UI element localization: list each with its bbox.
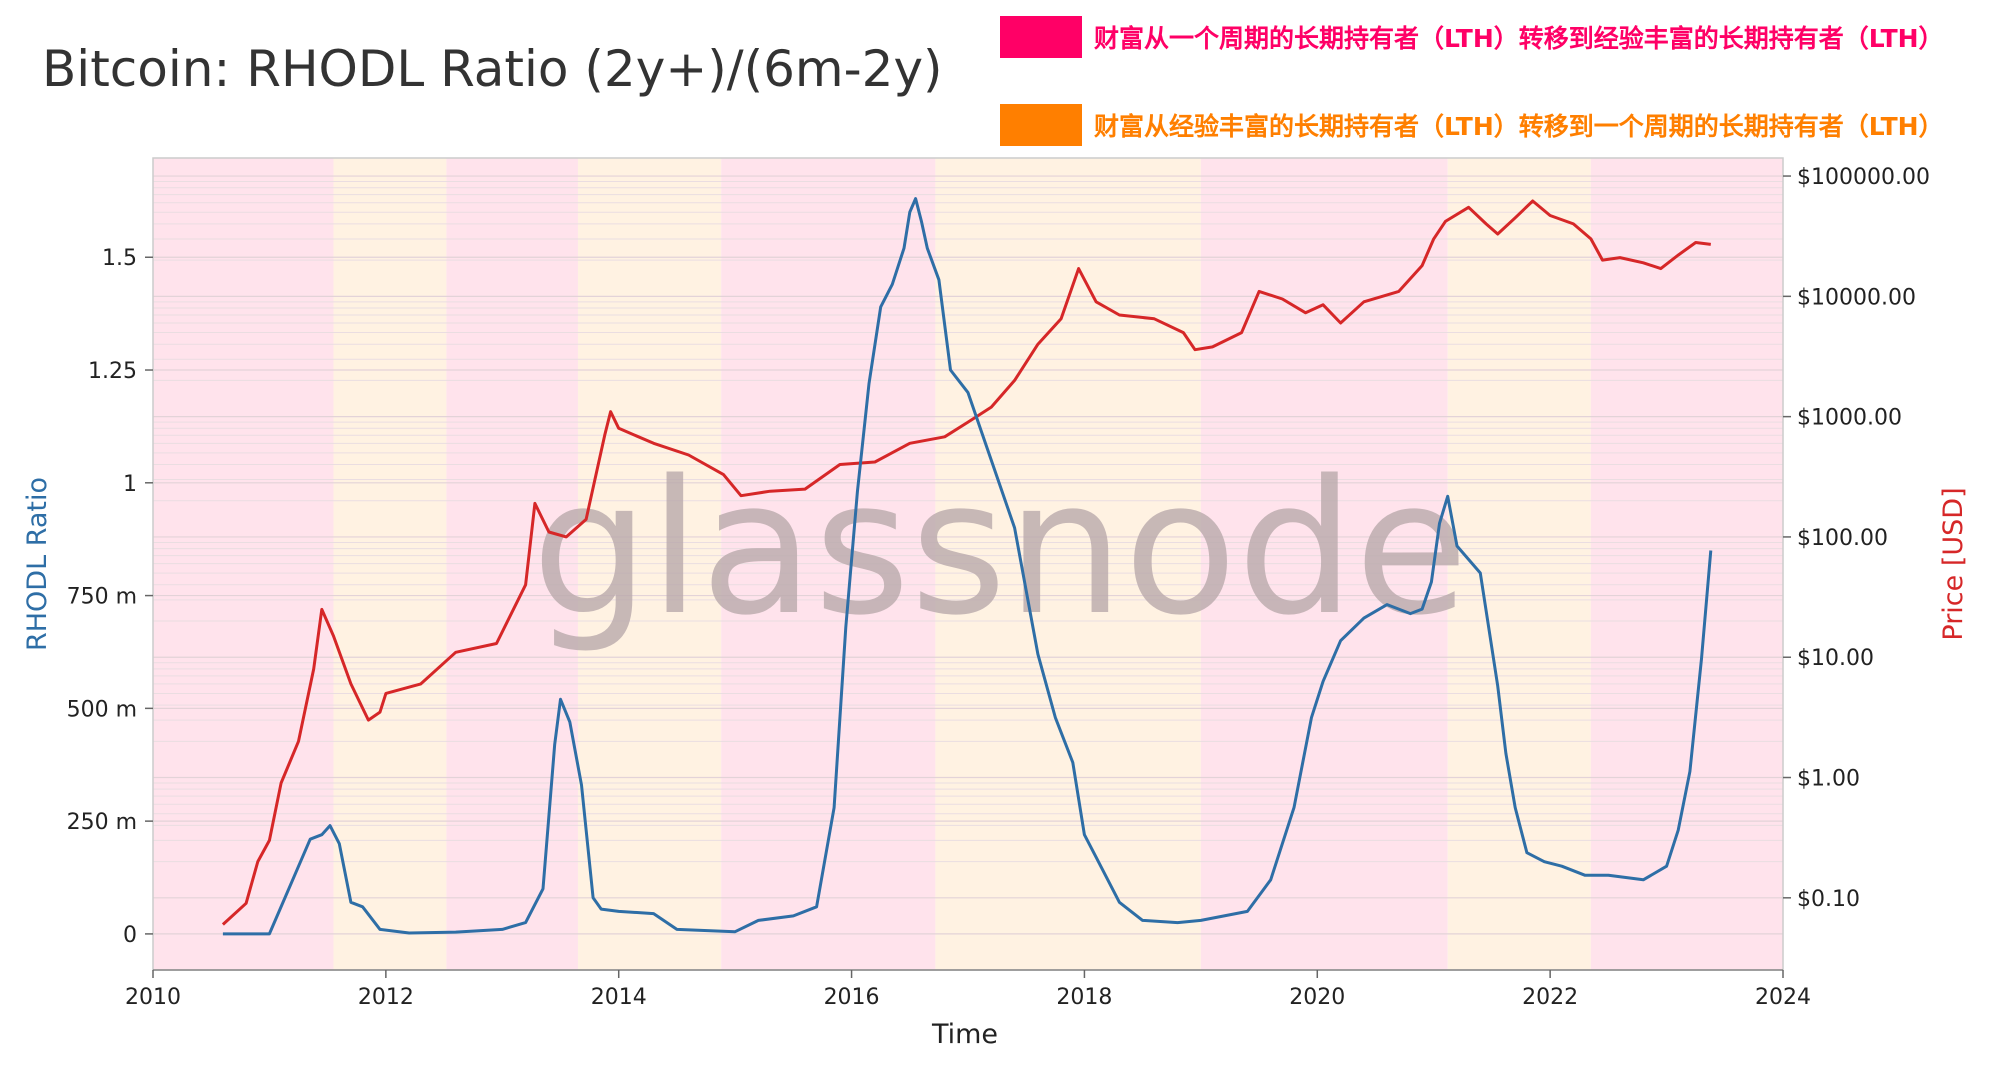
chart-title: Bitcoin: RHODL Ratio (2y+)/(6m-2y) bbox=[42, 40, 943, 98]
x-tick-label-2018: 2018 bbox=[1056, 985, 1112, 1010]
grid-lines bbox=[153, 175, 1783, 935]
y-axis-label-right: Price [USD] bbox=[1938, 487, 1969, 640]
y2-tick-label-4: $1000.00 bbox=[1797, 406, 1902, 431]
x-tick-label-2016: 2016 bbox=[824, 985, 880, 1010]
y2-tick-label-2: $10.00 bbox=[1797, 646, 1874, 671]
y-tick-label-6: 1.5 bbox=[102, 246, 137, 271]
x-tick-label-2022: 2022 bbox=[1522, 985, 1578, 1010]
y2-tick-label-6: $100000.00 bbox=[1797, 165, 1930, 190]
y-axis-label-left: RHODL Ratio bbox=[22, 477, 53, 651]
watermark: glassnode bbox=[532, 440, 1469, 656]
y2-tick-label-1: $1.00 bbox=[1797, 767, 1860, 792]
x-axis: 2010 2012 2014 2016 2018 2020 2022 2024 bbox=[125, 969, 1811, 1010]
x-tick-label-2010: 2010 bbox=[125, 985, 181, 1010]
y-tick-label-4: 1 bbox=[123, 472, 137, 497]
legend-swatch-pink bbox=[1000, 16, 1082, 58]
x-tick-label-2014: 2014 bbox=[591, 985, 647, 1010]
y-axis-left: 0 250 m 500 m 750 m 1 1.25 1.5 bbox=[67, 246, 153, 948]
price-line bbox=[221, 199, 1711, 926]
y2-tick-label-5: $10000.00 bbox=[1797, 285, 1916, 310]
series-lines bbox=[221, 197, 1713, 936]
legend: 财富从一个周期的长期持有者（LTH）转移到经验丰富的长期持有者（LTH） 财富从… bbox=[1000, 14, 1985, 190]
y2-tick-label-0: $0.10 bbox=[1797, 887, 1860, 912]
x-axis-label: Time bbox=[931, 1019, 998, 1050]
legend-item-seasoned-to-fast: 财富从经验丰富的长期持有者（LTH）转移到一个周期的长期持有者（LTH） bbox=[1000, 102, 1985, 148]
x-tick-label-2024: 2024 bbox=[1755, 985, 1811, 1010]
legend-item-fast-to-seasoned: 财富从一个周期的长期持有者（LTH）转移到经验丰富的长期持有者（LTH） bbox=[1000, 14, 1985, 60]
y-tick-label-3: 750 m bbox=[67, 585, 137, 610]
y-tick-label-1: 250 m bbox=[67, 810, 137, 835]
x-tick-label-2020: 2020 bbox=[1289, 985, 1345, 1010]
legend-swatch-orange bbox=[1000, 104, 1082, 146]
y-tick-label-5: 1.25 bbox=[88, 359, 137, 384]
rhodl-line bbox=[222, 197, 1713, 936]
y-tick-label-2: 500 m bbox=[67, 697, 137, 722]
y-axis-right: $0.10 $1.00 $10.00 $100.00 $1000.00 $10000.00… bbox=[1783, 165, 1930, 912]
y-tick-label-0: 0 bbox=[123, 923, 137, 948]
legend-label-fast-to-seasoned: 财富从一个周期的长期持有者（LTH）转移到经验丰富的长期持有者（LTH） bbox=[1094, 24, 1944, 53]
legend-label-seasoned-to-fast: 财富从经验丰富的长期持有者（LTH）转移到一个周期的长期持有者（LTH） bbox=[1094, 112, 1944, 141]
y2-tick-label-3: $100.00 bbox=[1797, 526, 1888, 551]
x-tick-label-2012: 2012 bbox=[358, 985, 414, 1010]
